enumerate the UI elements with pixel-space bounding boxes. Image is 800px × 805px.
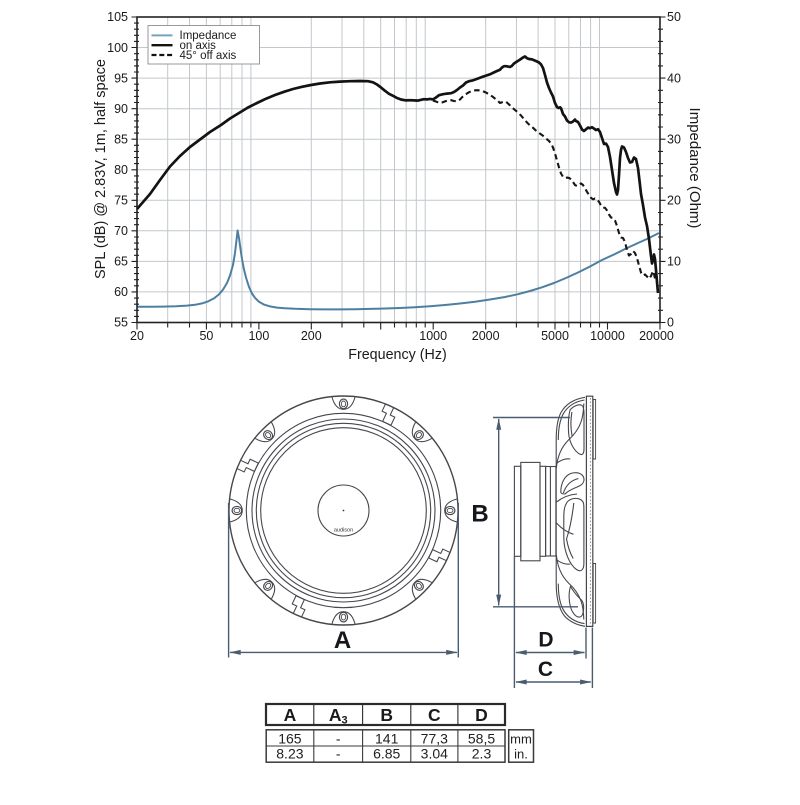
- svg-text:A: A: [334, 627, 351, 654]
- svg-text:100: 100: [107, 41, 128, 55]
- svg-text:70: 70: [114, 224, 128, 238]
- svg-text:80: 80: [114, 163, 128, 177]
- svg-text:50: 50: [199, 329, 213, 343]
- svg-text:90: 90: [114, 102, 128, 116]
- svg-text:0: 0: [667, 316, 674, 330]
- svg-text:Impedance (Ohm): Impedance (Ohm): [686, 108, 703, 229]
- svg-text:2.3: 2.3: [472, 746, 492, 762]
- svg-text:audison: audison: [334, 528, 353, 534]
- svg-text:55: 55: [114, 316, 128, 330]
- svg-text:1000: 1000: [419, 329, 447, 343]
- svg-text:5000: 5000: [541, 329, 569, 343]
- svg-text:100: 100: [248, 329, 269, 343]
- svg-text:165: 165: [278, 730, 302, 746]
- svg-text:-: -: [336, 730, 341, 746]
- svg-text:95: 95: [114, 71, 128, 85]
- svg-text:50: 50: [667, 10, 681, 24]
- svg-text:105: 105: [107, 10, 128, 24]
- svg-text:30: 30: [667, 132, 681, 146]
- svg-text:C: C: [538, 658, 553, 681]
- svg-text:10: 10: [667, 255, 681, 269]
- svg-text:200: 200: [301, 329, 322, 343]
- svg-text:10000: 10000: [590, 329, 625, 343]
- svg-text:Frequency (Hz): Frequency (Hz): [348, 347, 447, 363]
- svg-text:B: B: [380, 705, 393, 725]
- svg-text:60: 60: [114, 285, 128, 299]
- svg-text:B: B: [471, 501, 488, 528]
- svg-text:C: C: [428, 705, 441, 725]
- svg-text:A: A: [284, 705, 297, 725]
- svg-text:20: 20: [667, 194, 681, 208]
- svg-text:mm: mm: [510, 731, 532, 746]
- svg-text:SPL (dB) @ 2.83V, 1m, half spa: SPL (dB) @ 2.83V, 1m, half space: [93, 59, 109, 279]
- svg-text:77,3: 77,3: [421, 730, 448, 746]
- svg-text:20: 20: [130, 329, 144, 343]
- svg-text:20000: 20000: [639, 329, 674, 343]
- svg-text:D: D: [475, 705, 488, 725]
- svg-text:40: 40: [667, 71, 681, 85]
- svg-text:D: D: [538, 629, 553, 652]
- svg-text:3.04: 3.04: [421, 746, 448, 762]
- svg-text:65: 65: [114, 255, 128, 269]
- svg-text:85: 85: [114, 132, 128, 146]
- svg-text:-: -: [336, 746, 341, 762]
- svg-text:in.: in.: [514, 747, 528, 762]
- svg-text:45° off axis: 45° off axis: [180, 50, 237, 62]
- svg-text:2000: 2000: [472, 329, 500, 343]
- svg-text:Impedance: Impedance: [180, 30, 237, 42]
- svg-text:141: 141: [375, 730, 399, 746]
- svg-text:75: 75: [114, 194, 128, 208]
- svg-text:6.85: 6.85: [373, 746, 400, 762]
- svg-text:8.23: 8.23: [276, 746, 303, 762]
- svg-text:58,5: 58,5: [468, 730, 495, 746]
- svg-text:on axis: on axis: [180, 40, 217, 52]
